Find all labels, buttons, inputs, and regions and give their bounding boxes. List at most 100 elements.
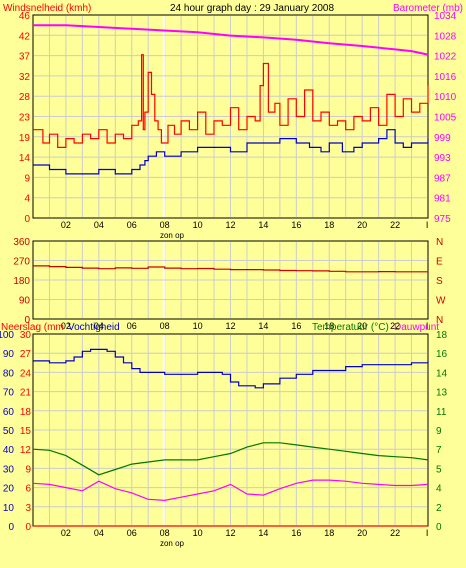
x-tick-label: 12: [225, 321, 235, 331]
x-tick-label: 08: [160, 220, 170, 230]
sunrise-label-bottom: zon op: [160, 539, 185, 548]
y-tick-label: 0: [25, 522, 31, 533]
y-tick-label: 2: [436, 503, 442, 514]
x-tick-label: 04: [94, 528, 104, 538]
y-tick-label: 0: [436, 522, 442, 533]
x-tick-label: 08: [160, 321, 170, 331]
y-tick-label: 40: [3, 445, 15, 456]
y-tick-label: 14: [19, 153, 31, 164]
wind-direction-line: [33, 265, 429, 273]
x-tick-label: 02: [61, 321, 71, 331]
dewpoint-line: [32, 479, 429, 502]
neerslag-label: Neerslag (mm: [1, 322, 64, 333]
x-tick-label: 22: [390, 321, 400, 331]
y-tick-label: 37: [19, 52, 31, 63]
y-tick-label: 9: [436, 426, 442, 437]
y-tick-label: 50: [3, 426, 15, 437]
chart-title: 24 hour graph day : 29 January 2008: [170, 3, 334, 14]
y-tick-label: 1005: [434, 113, 457, 124]
y-tick-label: 42: [19, 31, 31, 42]
y-tick-label: 993: [434, 153, 451, 164]
x-tick-label: 20: [357, 220, 367, 230]
y-tick-label: 9: [25, 464, 31, 475]
humidity-line: [33, 348, 429, 389]
barometer-line: [33, 24, 429, 56]
y-tick-label: 30: [20, 330, 32, 341]
y-tick-label: 28: [19, 92, 31, 103]
y-tick-label: 5: [436, 464, 442, 475]
y-tick-label: 0: [24, 214, 30, 225]
y-tick-label: 4: [436, 484, 442, 495]
wind-average-line: [33, 129, 429, 175]
x-tick-label: I: [426, 321, 429, 331]
y-tick-label: 9: [24, 173, 30, 184]
temperatuur-label: Temperatuur (°C): [312, 322, 389, 333]
x-tick-label: 18: [324, 321, 334, 331]
sunrise-label-top: zon op: [160, 231, 185, 240]
x-tick-label: 14: [258, 321, 268, 331]
x-tick-label: 02: [61, 528, 71, 538]
y-tick-label: 18: [436, 330, 448, 341]
y-tick-label: 16: [436, 349, 448, 360]
y-tick-label: 975: [434, 214, 451, 225]
x-tick-label: 16: [291, 220, 301, 230]
temperature-line: [32, 442, 429, 476]
y-tick-label: 1016: [434, 72, 457, 83]
y-tick-label: 12: [20, 445, 32, 456]
x-tick-label: 20: [357, 528, 367, 538]
y-tick-label: 270: [13, 257, 30, 268]
data-series: [32, 24, 429, 527]
x-tick-label: 10: [193, 528, 203, 538]
x-tick-label: 06: [127, 220, 137, 230]
x-tick-label: 08: [160, 528, 170, 538]
y-tick-label: 27: [20, 349, 32, 360]
y-tick-label: 32: [19, 72, 31, 83]
x-tick-label: 04: [94, 220, 104, 230]
x-tick-label: 18: [324, 220, 334, 230]
x-tick-label: 10: [193, 220, 203, 230]
x-tick-label: 14: [258, 220, 268, 230]
wind-gust-line: [33, 54, 429, 148]
y-tick-label: 1028: [434, 31, 457, 42]
barometer-axis-title: Barometer (mb): [393, 3, 463, 14]
y-tick-label: 1022: [434, 52, 457, 63]
x-tick-label: 06: [127, 528, 137, 538]
y-tick-label: 90: [19, 296, 31, 307]
y-tick-label: 24: [20, 368, 32, 379]
axis-tick-labels: 02 04 06 08 10 12 14 16 18 20 22 I02 04 06 08 10 12 14 16 1…: [0, 11, 457, 538]
y-tick-label: 14: [436, 368, 448, 379]
y-tick-label: 70: [3, 388, 15, 399]
y-tick-label: 0: [24, 315, 30, 326]
y-tick-label: 11: [436, 407, 447, 418]
y-tick-label: 20: [3, 484, 15, 495]
x-tick-label: 04: [94, 321, 104, 331]
x-tick-label: I: [426, 220, 429, 230]
y-tick-label: 3: [25, 503, 31, 514]
y-tick-label: 21: [20, 388, 32, 399]
y-tick-label: 15: [20, 426, 32, 437]
y-tick-label: 981: [434, 194, 451, 205]
y-tick-label: 180: [13, 276, 30, 287]
x-tick-label: 22: [390, 220, 400, 230]
x-tick-label: 02: [61, 220, 71, 230]
x-tick-label: 10: [193, 321, 203, 331]
x-tick-label: 18: [324, 528, 334, 538]
y-tick-label: N: [436, 315, 443, 326]
y-tick-label: W: [436, 296, 446, 307]
x-tick-label: 16: [291, 528, 301, 538]
y-tick-label: 60: [3, 407, 15, 418]
x-tick-label: 12: [225, 528, 235, 538]
y-tick-label: 30: [3, 464, 15, 475]
y-tick-label: 100: [0, 330, 14, 341]
y-tick-label: N: [436, 237, 443, 248]
x-tick-label: 06: [127, 321, 137, 331]
x-tick-label: 12: [225, 220, 235, 230]
y-tick-label: 999: [434, 133, 451, 144]
y-tick-label: 7: [436, 445, 442, 456]
y-tick-label: 360: [13, 237, 30, 248]
y-tick-label: S: [436, 276, 443, 287]
x-tick-label: 20: [357, 321, 367, 331]
y-tick-label: 4: [24, 194, 30, 205]
y-tick-label: 1034: [434, 11, 457, 22]
